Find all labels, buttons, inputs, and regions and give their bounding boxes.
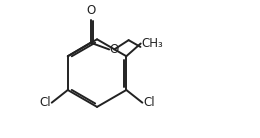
Text: CH₃: CH₃ (141, 37, 163, 50)
Text: O: O (110, 43, 119, 56)
Text: Cl: Cl (40, 96, 51, 109)
Text: O: O (86, 4, 95, 17)
Text: Cl: Cl (143, 96, 155, 109)
